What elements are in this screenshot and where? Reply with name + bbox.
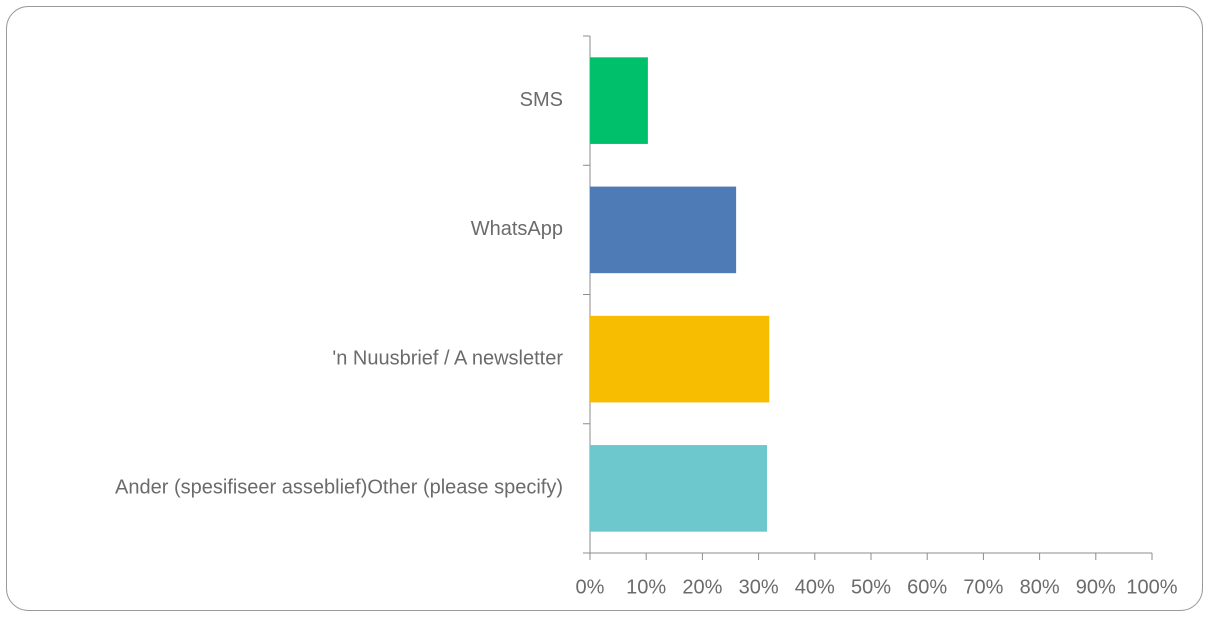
- x-tick-label: 40%: [795, 576, 835, 598]
- x-tick-label: 50%: [851, 576, 891, 598]
- y-tick-label: Ander (spesifiseer asseblief)Other (plea…: [115, 477, 563, 499]
- x-tick-label: 80%: [1020, 576, 1060, 598]
- chart-frame: [6, 6, 1203, 611]
- x-tick-label: 20%: [682, 576, 722, 598]
- bar: [590, 57, 648, 144]
- x-tick-label: 100%: [1126, 576, 1177, 598]
- y-tick-label: 'n Nuusbrief / A newsletter: [332, 347, 563, 369]
- x-tick-label: 60%: [907, 576, 947, 598]
- y-tick-label: SMS: [520, 89, 563, 111]
- bar: [590, 315, 770, 403]
- x-tick-label: 0%: [576, 576, 605, 598]
- x-tick-label: 70%: [963, 576, 1003, 598]
- x-tick-label: 30%: [739, 576, 779, 598]
- bar: [590, 445, 768, 532]
- x-tick-label: 90%: [1076, 576, 1116, 598]
- bar: [590, 186, 737, 274]
- x-tick-label: 10%: [626, 576, 666, 598]
- y-tick-label: WhatsApp: [471, 218, 563, 240]
